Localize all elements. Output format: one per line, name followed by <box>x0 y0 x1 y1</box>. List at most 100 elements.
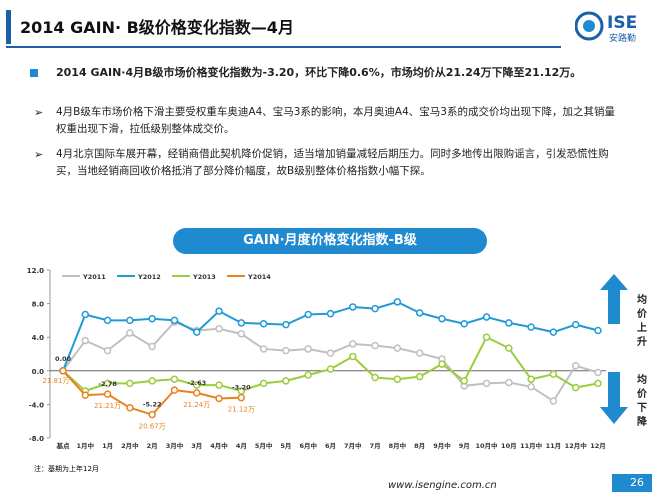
point <box>571 362 580 370</box>
x-tick-label: 5月中 <box>255 441 273 450</box>
point <box>237 319 246 327</box>
point <box>304 345 312 353</box>
point <box>594 326 602 335</box>
chart-title: GAIN·月度价格变化指数-B级 <box>173 228 487 254</box>
point <box>126 329 134 337</box>
point <box>549 397 558 405</box>
point <box>103 346 112 355</box>
point <box>594 368 602 377</box>
point <box>193 389 201 397</box>
x-tick-label: 11月 <box>546 442 562 450</box>
point <box>505 378 513 387</box>
price-label: 21.12万 <box>228 406 255 414</box>
point <box>460 377 468 385</box>
y-tick-label: 0.0 <box>32 368 45 376</box>
bullet-arrow: ➢ <box>34 106 44 119</box>
point <box>415 372 424 381</box>
x-tick-label: 基点 <box>56 441 71 450</box>
point <box>59 367 67 375</box>
page-number: 26 <box>630 476 644 489</box>
logo-dot <box>583 20 595 32</box>
x-tick-label: 7月中 <box>344 441 362 450</box>
x-tick-label: 3月 <box>191 442 202 450</box>
point <box>304 310 312 319</box>
point <box>460 320 468 328</box>
data-label: -3.20 <box>232 384 251 392</box>
point <box>126 316 134 325</box>
point <box>549 370 558 378</box>
point <box>415 349 424 357</box>
point <box>326 349 335 357</box>
point <box>215 381 223 389</box>
x-tick-label: 6月 <box>325 442 336 450</box>
title-accent <box>6 10 11 44</box>
point <box>215 394 223 403</box>
point <box>148 342 156 351</box>
point <box>81 391 90 399</box>
x-tick-label: 3月中 <box>166 441 184 450</box>
x-tick-label: 12月 <box>590 442 606 450</box>
point <box>482 313 491 321</box>
point <box>505 344 513 352</box>
x-tick-label: 8月 <box>414 442 425 450</box>
x-tick-label: 1月中 <box>77 441 95 450</box>
point <box>282 346 290 355</box>
point <box>103 379 112 388</box>
point <box>282 320 290 329</box>
point <box>393 298 402 306</box>
point <box>505 319 513 327</box>
point <box>527 375 535 383</box>
point <box>259 320 268 328</box>
x-tick-label: 11月中 <box>520 441 542 450</box>
x-tick-label: 10月中 <box>476 441 498 450</box>
x-tick-label: 4月中 <box>210 441 228 450</box>
point <box>326 309 335 318</box>
logo: ISE 安路勤 <box>575 11 637 44</box>
x-tick-label: 9月中 <box>433 441 451 450</box>
point <box>259 379 268 388</box>
point <box>126 379 134 388</box>
point <box>527 323 535 331</box>
x-tick-label: 10月 <box>501 442 517 450</box>
point <box>438 314 446 323</box>
point <box>371 304 379 313</box>
x-tick-label: 5月 <box>280 442 291 450</box>
chart: 12.0 8.0 4.0 0.0 -4.0 -8.0 基点 1月中 1月 2月中 2月 3月中 3月 4月… <box>27 267 647 450</box>
side-label: 均价下降 <box>635 373 647 430</box>
point <box>215 325 223 333</box>
side-label: 均价上升 <box>635 293 647 350</box>
data-label: -2.63 <box>187 379 206 387</box>
point <box>304 371 312 379</box>
logo-text: ISE <box>607 13 637 33</box>
x-tick-label: 7月 <box>370 442 381 450</box>
point <box>349 340 357 348</box>
x-tick-label: 2月 <box>147 442 158 450</box>
point <box>393 375 402 383</box>
point <box>393 344 402 352</box>
data-label: 0.00 <box>55 355 72 363</box>
point <box>237 330 246 338</box>
bullet-square <box>30 69 38 77</box>
y-tick-label: 12.0 <box>27 267 44 275</box>
up-arrow <box>600 274 628 324</box>
point <box>170 386 179 394</box>
point <box>170 316 179 325</box>
point <box>438 360 446 368</box>
logo-sub: 安路勤 <box>609 32 636 44</box>
price-label: 21.24万 <box>183 401 210 409</box>
x-tick-label: 4月 <box>236 442 247 450</box>
point <box>282 377 290 385</box>
point <box>103 316 112 325</box>
slide-title: 2014 GAIN· B级价格变化指数—4月 <box>20 18 294 37</box>
legend-label: Y2013 <box>192 273 216 281</box>
point <box>527 383 535 391</box>
point <box>126 404 134 412</box>
point <box>549 328 558 336</box>
point <box>81 336 90 345</box>
point <box>371 341 379 350</box>
bullet-arrow: ➢ <box>34 148 44 161</box>
point <box>371 373 379 382</box>
point <box>148 314 156 323</box>
x-tick-label: 2月中 <box>121 441 139 450</box>
x-tick-label: 1月 <box>102 442 113 450</box>
